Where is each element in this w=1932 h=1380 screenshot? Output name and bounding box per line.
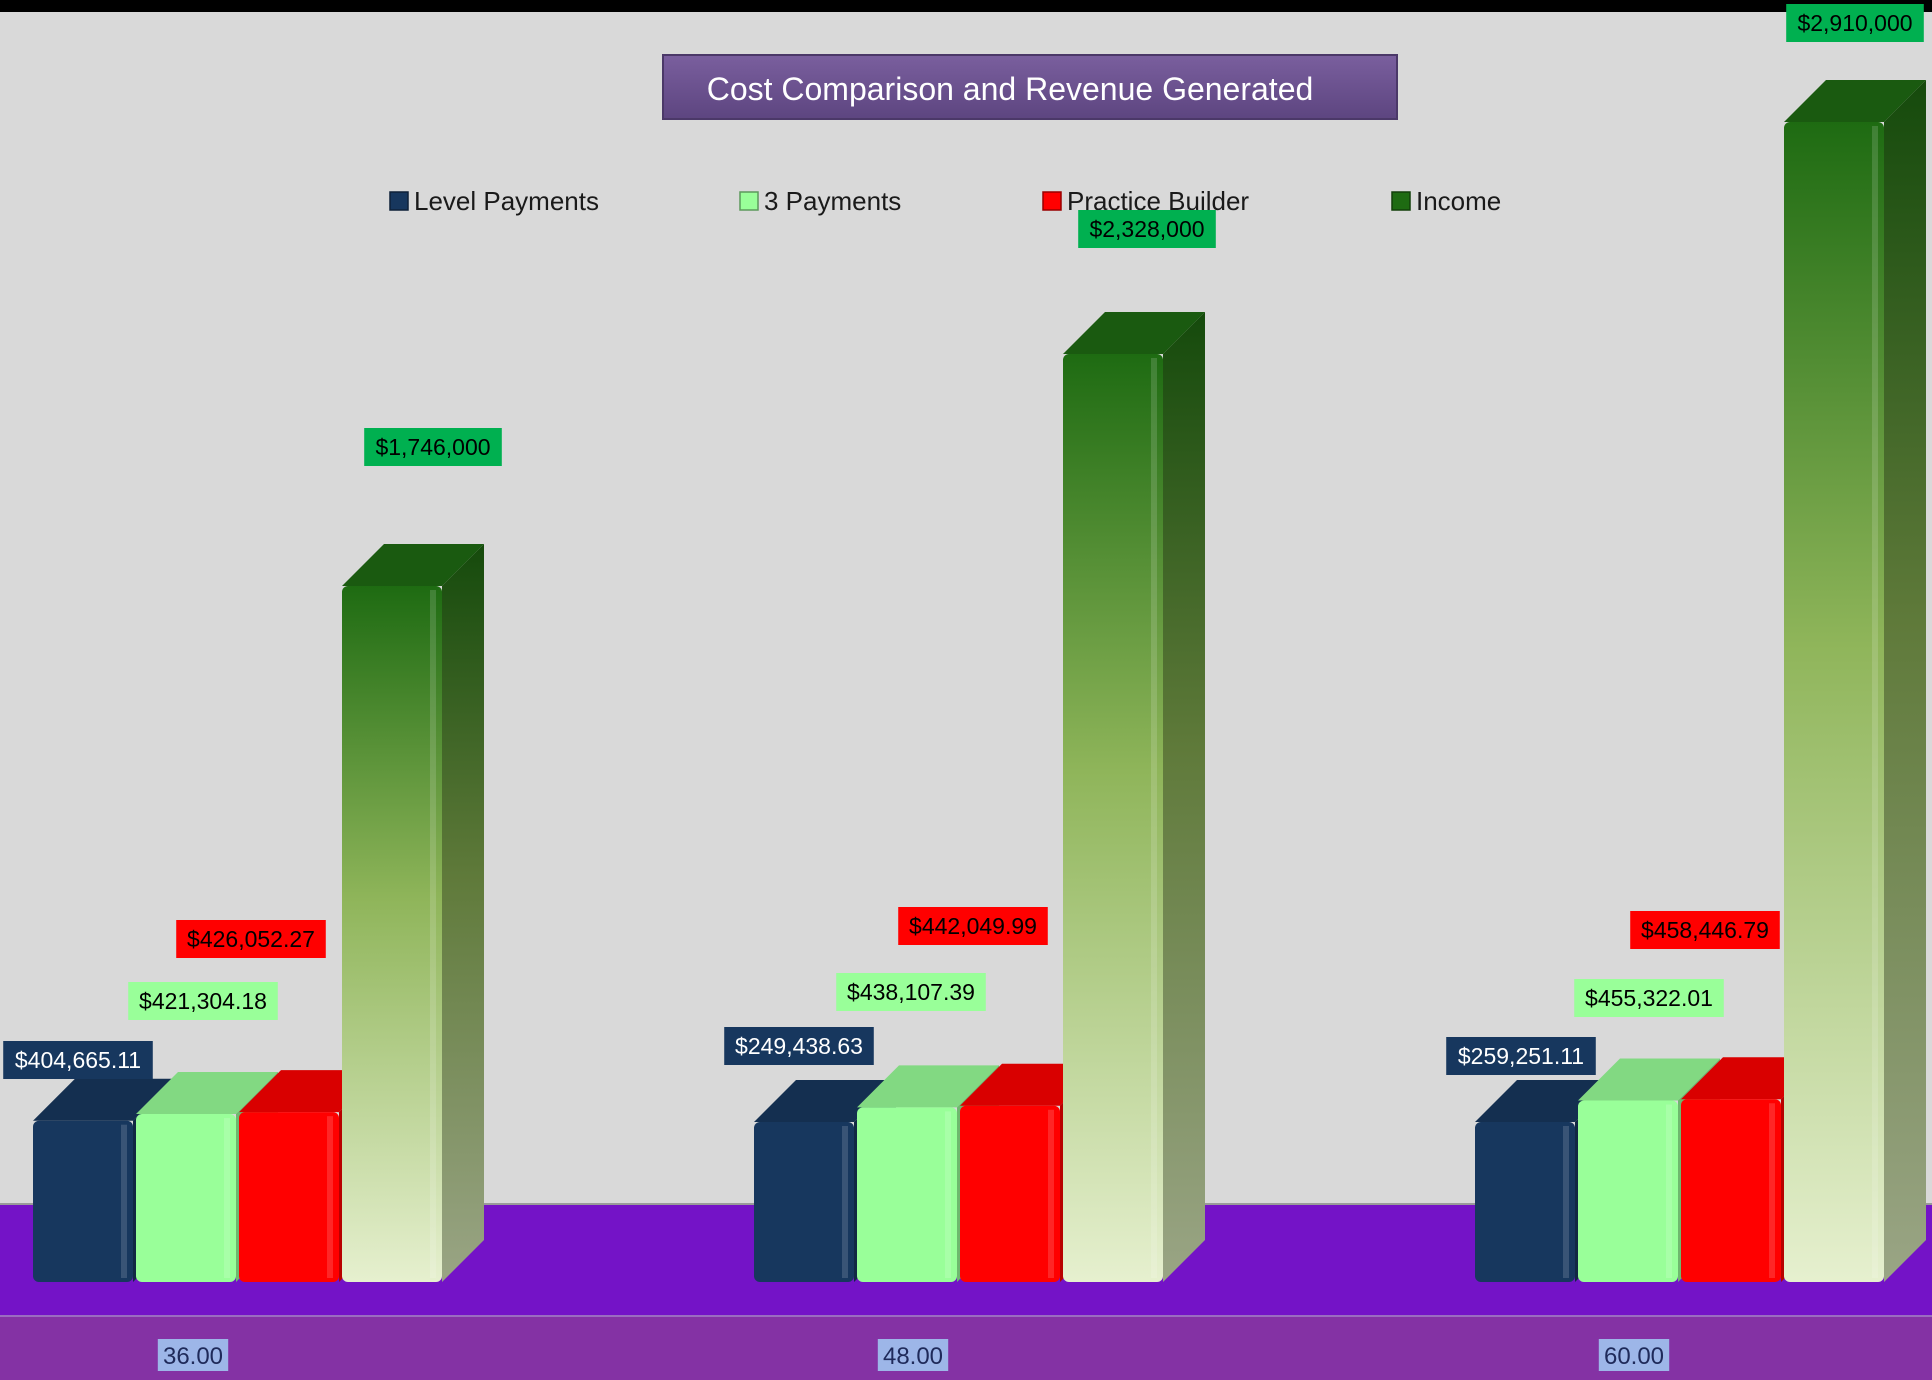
data-label: $426,052.27 — [176, 920, 326, 958]
data-label-text: $2,910,000 — [1797, 10, 1912, 36]
data-label-bg — [1078, 210, 1216, 248]
data-label-bg — [3, 1041, 153, 1079]
bar-highlight — [430, 590, 436, 1278]
bar-top — [1063, 312, 1205, 354]
bar-highlight — [1563, 1126, 1569, 1278]
x-tick-label: 36.00 — [157, 1339, 229, 1371]
legend-label: Level Payments — [414, 186, 599, 216]
bar-highlight — [945, 1111, 951, 1278]
data-label-text: $404,665.11 — [15, 1047, 141, 1073]
bar-front — [960, 1105, 1060, 1282]
data-label-text: $426,052.27 — [187, 926, 315, 952]
data-label-bg — [1446, 1037, 1596, 1075]
data-label-bg — [836, 973, 986, 1011]
bar-front — [754, 1122, 854, 1282]
bar-top — [136, 1072, 278, 1115]
bar-front — [239, 1112, 339, 1282]
legend-swatch — [389, 191, 409, 211]
bar-front — [1063, 354, 1163, 1282]
data-label: $438,107.39 — [836, 973, 986, 1011]
legend-item-1: Level Payments — [389, 186, 599, 216]
bar-front — [136, 1114, 236, 1282]
x-tick-text: 48.00 — [883, 1343, 943, 1370]
bar-front — [1475, 1122, 1575, 1282]
data-label: $442,049.99 — [898, 907, 1048, 945]
bar-highlight — [1769, 1103, 1775, 1278]
data-label-bg — [724, 1027, 874, 1065]
bar-side — [442, 544, 484, 1282]
data-label: $404,665.11 — [3, 1041, 153, 1079]
bar-highlight — [327, 1116, 333, 1278]
data-label-text: $438,107.39 — [847, 979, 975, 1005]
bar-highlight — [1048, 1109, 1054, 1278]
bar-income-48.00 — [1063, 312, 1205, 1282]
x-tick-bg — [157, 1339, 229, 1371]
chart-title-box — [662, 54, 1398, 120]
bar-income-60.00 — [1784, 80, 1926, 1282]
data-label: $455,322.01 — [1574, 979, 1724, 1017]
data-label-text: $2,328,000 — [1089, 216, 1204, 242]
bar-side — [1163, 312, 1205, 1282]
top-border — [0, 0, 1932, 12]
bar-highlight — [224, 1118, 230, 1278]
legend-swatch — [1391, 191, 1411, 211]
data-label-bg — [1786, 4, 1924, 42]
bar-top — [1578, 1058, 1720, 1101]
bar-front — [342, 586, 442, 1282]
data-label: $2,328,000 — [1078, 210, 1216, 248]
x-tick-bg — [1598, 1339, 1670, 1371]
legend-item-4: Income — [1391, 186, 1501, 216]
data-label-bg — [128, 982, 278, 1020]
legend-item-2: 3 Payments — [739, 186, 901, 216]
data-label: $2,910,000 — [1786, 4, 1924, 42]
data-label-text: $421,304.18 — [139, 988, 267, 1014]
x-tick-label: 48.00 — [877, 1339, 949, 1371]
x-tick-bg — [877, 1339, 949, 1371]
bar-highlight — [1666, 1104, 1672, 1278]
data-label-text: $458,446.79 — [1641, 917, 1769, 943]
bar-highlight — [842, 1126, 848, 1278]
data-label-text: $455,322.01 — [1585, 985, 1713, 1011]
axis-line — [0, 1315, 1932, 1317]
data-label: $249,438.63 — [724, 1027, 874, 1065]
x-tick-label: 60.00 — [1598, 1339, 1670, 1371]
data-label-text: $1,746,000 — [375, 434, 490, 460]
data-label-bg — [898, 907, 1048, 945]
data-label-bg — [1630, 911, 1780, 949]
bar-top — [1784, 80, 1926, 122]
bar-front — [857, 1107, 957, 1282]
x-tick-text: 36.00 — [163, 1343, 223, 1370]
data-label-text: $249,438.63 — [735, 1033, 863, 1059]
legend-swatch — [1042, 191, 1062, 211]
data-label: $1,746,000 — [364, 428, 502, 466]
data-label: $259,251.11 — [1446, 1037, 1596, 1075]
chart-title: Cost Comparison and Revenue Generated — [707, 71, 1314, 107]
bar-highlight — [1151, 358, 1157, 1278]
bar-highlight — [1872, 126, 1878, 1278]
data-label-bg — [176, 920, 326, 958]
data-label: $458,446.79 — [1630, 911, 1780, 949]
bar-top — [33, 1078, 175, 1121]
legend-swatch — [739, 191, 759, 211]
data-label-text: $259,251.11 — [1458, 1043, 1584, 1069]
data-label: $421,304.18 — [128, 982, 278, 1020]
bar-top — [857, 1065, 999, 1108]
data-label-text: $442,049.99 — [909, 913, 1037, 939]
data-label-bg — [364, 428, 502, 466]
bar-front — [1681, 1099, 1781, 1282]
bar-income-36.00 — [342, 544, 484, 1282]
legend-label: Income — [1416, 186, 1501, 216]
legend-label: 3 Payments — [764, 186, 901, 216]
bar-highlight — [121, 1124, 127, 1278]
bar-front — [33, 1120, 133, 1282]
data-label-bg — [1574, 979, 1724, 1017]
bar-front — [1578, 1100, 1678, 1282]
bar-side — [1884, 80, 1926, 1282]
x-tick-text: 60.00 — [1604, 1343, 1664, 1370]
bar-top — [342, 544, 484, 586]
bar-front — [1784, 122, 1884, 1282]
